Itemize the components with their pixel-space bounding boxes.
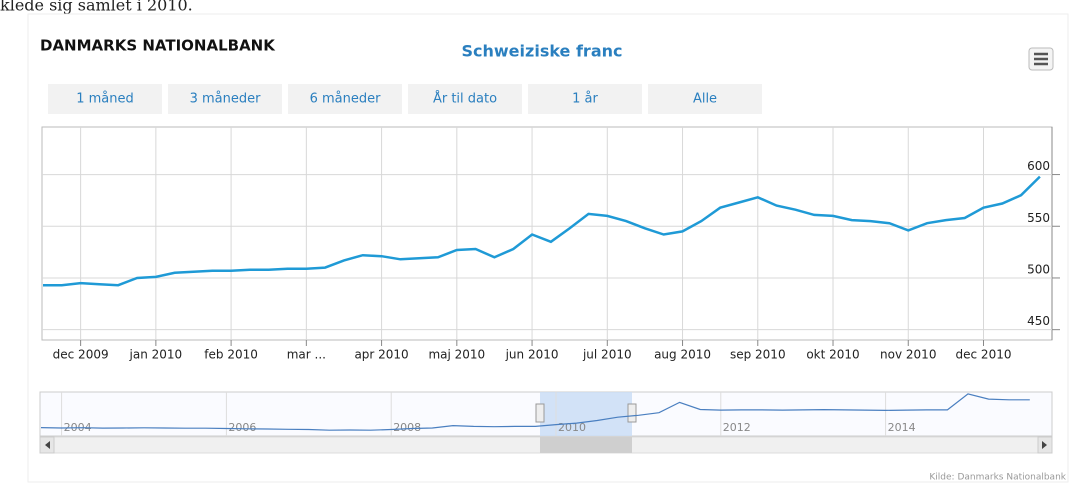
range-button-label: Alle: [693, 92, 717, 107]
plot-area: [41, 126, 1053, 341]
range-button-label: 1 år: [572, 92, 598, 107]
range-button[interactable]: 3 måneder: [168, 84, 282, 114]
range-button-bg: [288, 84, 402, 114]
range-button[interactable]: Alle: [648, 84, 762, 114]
range-button[interactable]: 1 måned: [48, 84, 162, 114]
x-tick-label: jan 2010: [129, 348, 183, 362]
x-tick-label: nov 2010: [880, 348, 936, 362]
nav-tick-label: 2014: [888, 421, 916, 434]
x-tick-label: feb 2010: [204, 348, 258, 362]
page-text: klede sig samlet i 2010.: [0, 0, 193, 15]
x-tick-label: jul 2010: [582, 348, 632, 362]
range-button-bg: [168, 84, 282, 114]
nav-line: [40, 393, 1030, 431]
x-tick-label: maj 2010: [428, 348, 485, 362]
nav-tick-label: 2012: [723, 421, 751, 434]
x-tick-label: aug 2010: [654, 348, 711, 362]
x-tick-label: apr 2010: [354, 348, 408, 362]
nav-handle[interactable]: [627, 403, 637, 423]
range-button-label: 6 måneder: [310, 92, 382, 107]
nav-handle[interactable]: [535, 403, 545, 423]
x-tick-label: sep 2010: [730, 348, 786, 362]
x-tick-label: dec 2010: [956, 348, 1012, 362]
range-button-bg: [648, 84, 762, 114]
chart-title: Schweiziske franc: [462, 42, 623, 61]
nav-tick-label: 2008: [393, 421, 421, 434]
y-tick-label: 450: [1027, 314, 1050, 328]
range-button-label: 3 måneder: [190, 92, 262, 107]
y-tick-label: 550: [1027, 211, 1050, 225]
menu-button[interactable]: [1028, 47, 1054, 71]
x-tick-label: mar ...: [287, 348, 326, 362]
range-button-label: 1 måned: [76, 92, 134, 107]
range-button-bg: [528, 84, 642, 114]
data-line: [43, 175, 1041, 287]
range-button[interactable]: 6 måneder: [288, 84, 402, 114]
y-tick-label: 600: [1027, 159, 1050, 173]
brand: DANMARKS NATIONALBANK: [40, 37, 276, 55]
y-tick-label: 500: [1027, 262, 1050, 276]
range-button[interactable]: År til dato: [408, 84, 522, 114]
scrollbar-thumb[interactable]: [540, 437, 632, 453]
x-tick-label: dec 2009: [53, 348, 109, 362]
range-button-label: År til dato: [433, 91, 497, 107]
range-button-bg: [408, 84, 522, 114]
range-button[interactable]: 1 år: [528, 84, 642, 114]
x-tick-label: okt 2010: [806, 348, 859, 362]
range-button-bg: [48, 84, 162, 114]
x-tick-label: jun 2010: [505, 348, 559, 362]
nav-tick-label: 2006: [228, 421, 256, 434]
credits: Kilde: Danmarks Nationalbank: [929, 473, 1066, 483]
